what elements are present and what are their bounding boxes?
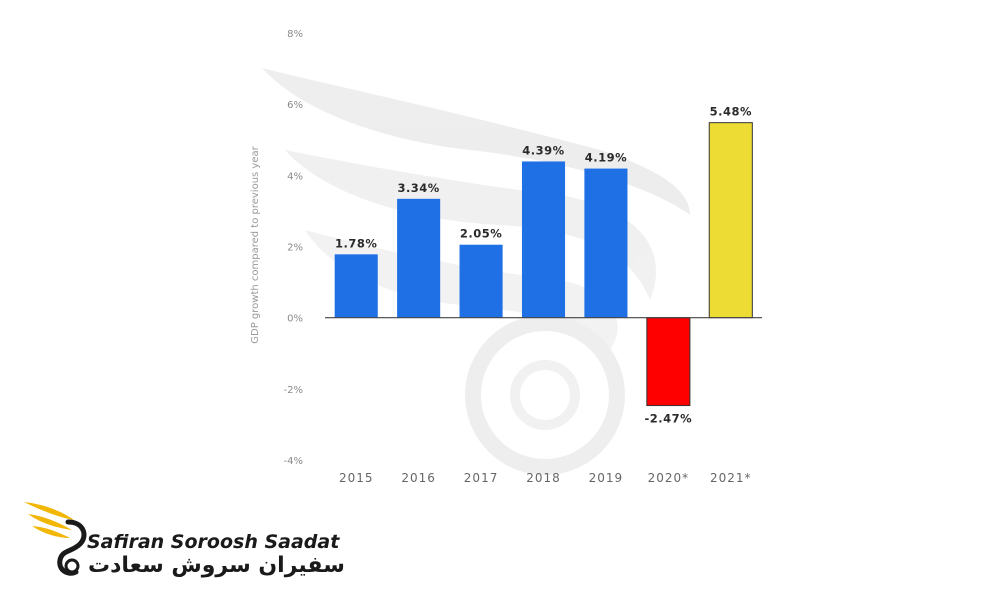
x-tick-label: 2018 <box>526 471 561 485</box>
y-tick-label: 2% <box>287 243 303 254</box>
y-tick-label: -4% <box>284 456 303 467</box>
bar-2017 <box>459 244 503 318</box>
bar-value-label: 4.19% <box>585 151 627 165</box>
bar-value-label: 3.34% <box>397 181 439 195</box>
golden-wing-swan-icon <box>24 502 87 576</box>
y-tick-label: 4% <box>287 171 303 182</box>
x-tick-label: 2020* <box>648 471 690 485</box>
bar-value-label: -2.47% <box>645 412 693 426</box>
bar-value-label: 5.48% <box>710 105 752 119</box>
bar-2018 <box>521 161 566 318</box>
y-tick-label: 0% <box>287 314 303 325</box>
x-axis-labels: 2015 2016 2017 2018 2019 2020* 2021* <box>339 471 752 485</box>
y-tick-label: -2% <box>284 385 303 396</box>
bar-2019 <box>584 168 628 318</box>
x-tick-label: 2019 <box>589 471 624 485</box>
bar-2016 <box>397 198 441 318</box>
bar-2015 <box>334 254 378 318</box>
y-tick-label: 6% <box>287 100 303 111</box>
data-labels: 1.78% 3.34% 2.05% 4.39% 4.19% -2.47% 5.48% <box>335 105 752 426</box>
bar-value-label: 4.39% <box>522 143 564 157</box>
bar-value-label: 2.05% <box>460 227 502 241</box>
bar-value-label: 1.78% <box>335 236 377 250</box>
bar-2021-projected <box>708 122 753 319</box>
brand-name-persian: سفیران سروش سعادت <box>88 553 345 578</box>
x-tick-label: 2021* <box>710 471 752 485</box>
x-tick-label: 2015 <box>339 471 374 485</box>
x-tick-label: 2017 <box>464 471 499 485</box>
y-axis-title: GDP growth compared to previous year <box>250 145 261 343</box>
bar-series <box>334 122 753 407</box>
brand-name-english: Safiran Soroosh Saadat <box>87 531 340 553</box>
bar-2020-projected <box>646 317 691 407</box>
x-tick-label: 2016 <box>401 471 436 485</box>
y-axis-ticks: 8% 6% 4% 2% 0% -2% -4% <box>284 29 303 467</box>
y-tick-label: 8% <box>287 29 303 40</box>
